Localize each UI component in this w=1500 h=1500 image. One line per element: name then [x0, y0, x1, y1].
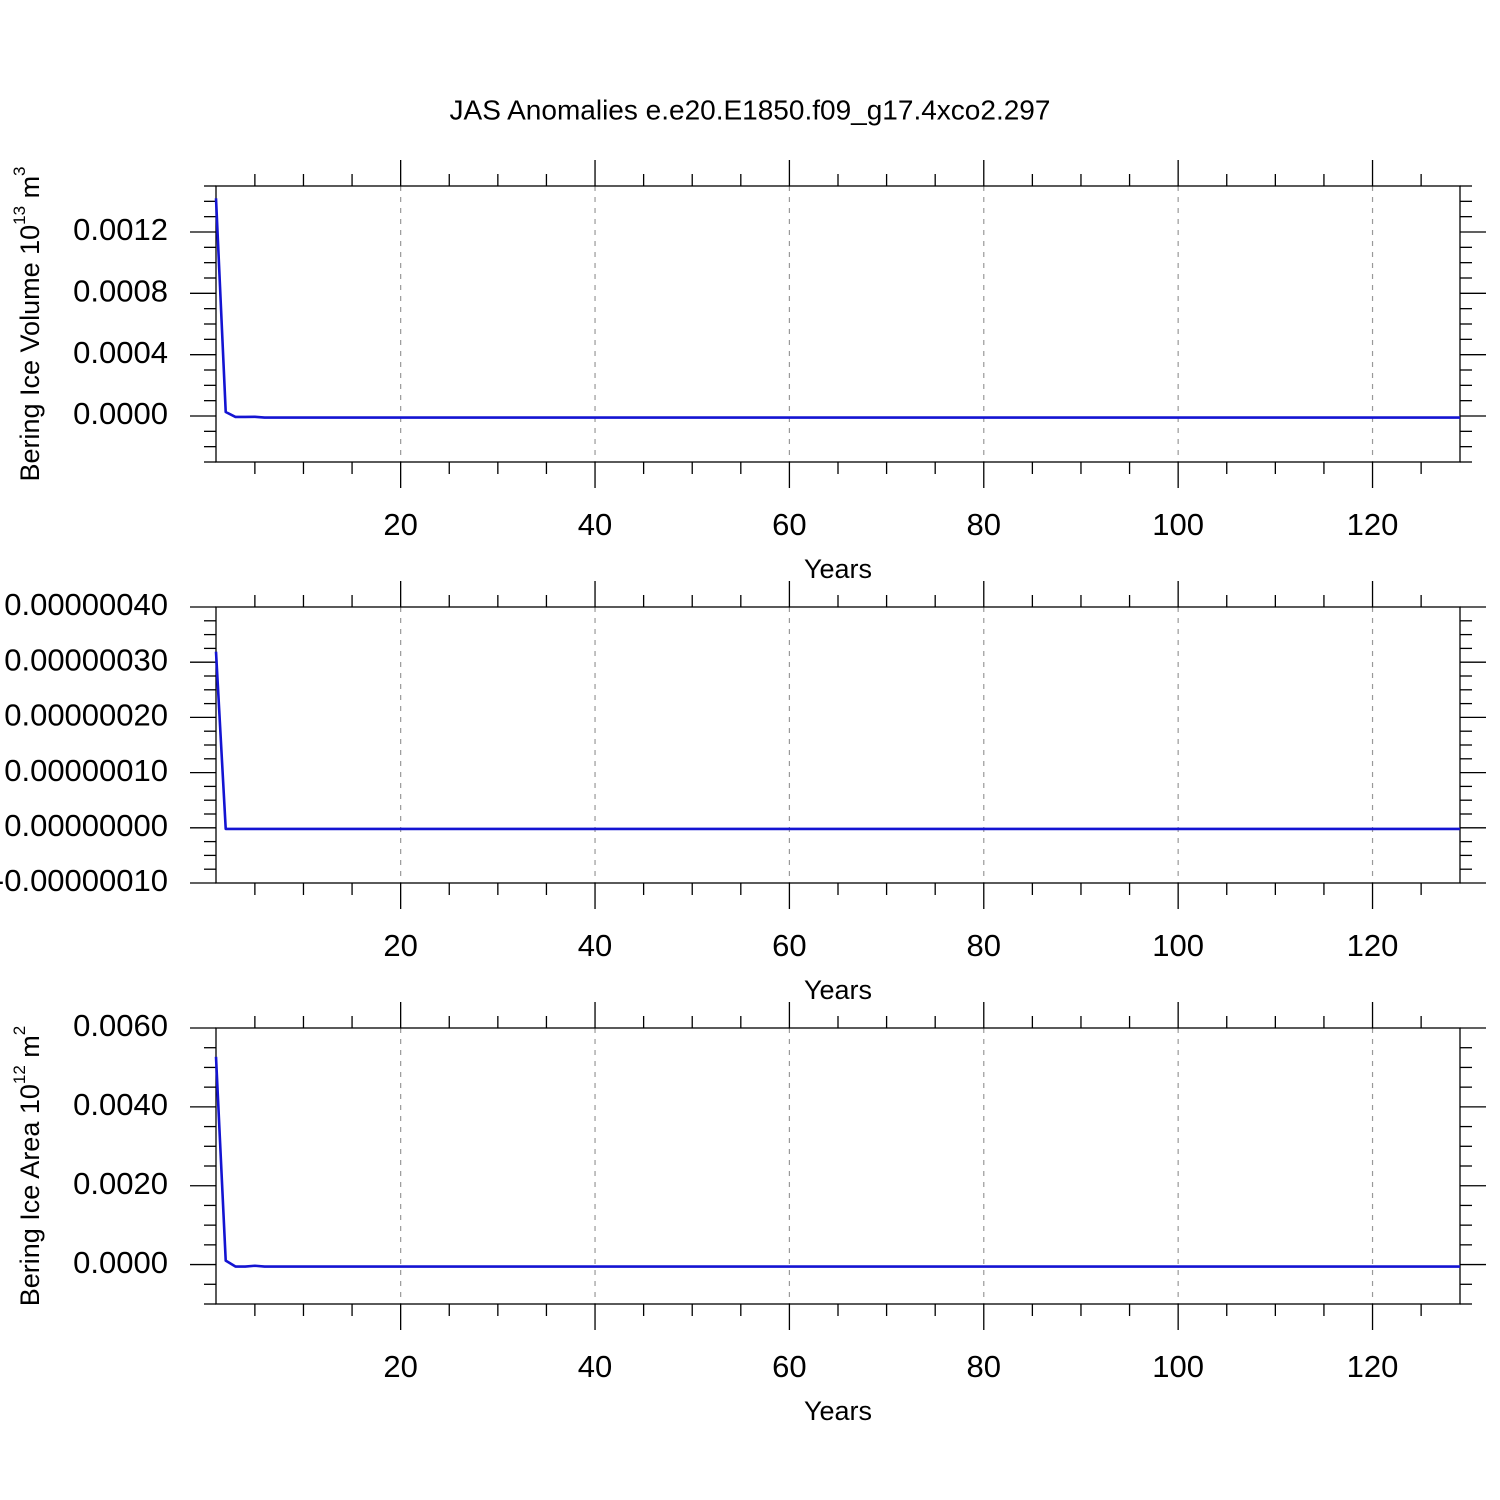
x-tick-label: 40: [578, 928, 612, 963]
plot-frame: [215, 1027, 1461, 1305]
y-tick-label: 0.0040: [73, 1087, 168, 1122]
x-tick-label: 80: [967, 928, 1001, 963]
x-tick-label: 20: [383, 507, 417, 542]
x-tick-label: 120: [1347, 507, 1399, 542]
y-tick-label: 0.0004: [73, 335, 168, 370]
plot-frame: [215, 185, 1461, 463]
superscript: 3: [10, 166, 29, 175]
y-tick-label: 0.00000020: [4, 698, 168, 733]
y-tick-label: -0.00000010: [0, 863, 168, 898]
y-tick-label: 0.0008: [73, 274, 168, 309]
superscript: 2: [10, 1026, 29, 1035]
label-text: m: [15, 1035, 45, 1065]
x-tick-label: 60: [772, 1349, 806, 1384]
y-tick-label: 0.00000000: [4, 808, 168, 843]
x-tick-label: 20: [383, 1349, 417, 1384]
y-tick-label: 0.0000: [73, 1245, 168, 1280]
x-tick-label: 80: [967, 1349, 1001, 1384]
x-tick-label: 40: [578, 507, 612, 542]
data-line: [214, 198, 1460, 419]
y-tick-label: 0.0000: [73, 396, 168, 431]
y-tick-label: 0.0060: [73, 1008, 168, 1043]
x-tick-label: 60: [772, 507, 806, 542]
y-tick-label: 0.00000030: [4, 642, 168, 677]
data-line: [214, 651, 1460, 831]
x-tick-label: 60: [772, 928, 806, 963]
y-axis-label: Bering Ice Area 1012 m2: [10, 1026, 45, 1307]
label-text: Bering Ice Area 10: [15, 1084, 45, 1306]
plot-frame: [215, 606, 1461, 884]
x-tick-label: 120: [1347, 1349, 1399, 1384]
label-text: Bering Ice Volume 10: [15, 225, 45, 482]
x-axis-label: Years: [804, 975, 872, 1005]
y-tick-label: 0.00000040: [4, 587, 168, 622]
x-axis-label: Years: [804, 554, 872, 584]
x-tick-label: 40: [578, 1349, 612, 1384]
y-tick-label: 0.0012: [73, 212, 168, 247]
x-tick-label: 100: [1152, 928, 1204, 963]
superscript: 12: [10, 1065, 29, 1084]
y-axis-label: Bering Ice Volume 1013 m3: [10, 166, 45, 481]
x-tick-label: 80: [967, 507, 1001, 542]
superscript: 13: [10, 206, 29, 225]
y-tick-label: 0.0020: [73, 1166, 168, 1201]
x-tick-label: 100: [1152, 507, 1204, 542]
label-text: m: [15, 176, 45, 206]
x-tick-label: 100: [1152, 1349, 1204, 1384]
y-tick-label: 0.00000010: [4, 753, 168, 788]
figure-title: JAS Anomalies e.e20.E1850.f09_g17.4xco2.…: [450, 94, 1051, 125]
x-tick-label: 120: [1347, 928, 1399, 963]
x-axis-label: Years: [804, 1396, 872, 1426]
x-tick-label: 20: [383, 928, 417, 963]
data-line: [214, 1056, 1460, 1268]
